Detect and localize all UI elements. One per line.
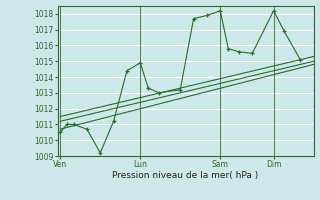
X-axis label: Pression niveau de la mer( hPa ): Pression niveau de la mer( hPa ) (112, 171, 259, 180)
